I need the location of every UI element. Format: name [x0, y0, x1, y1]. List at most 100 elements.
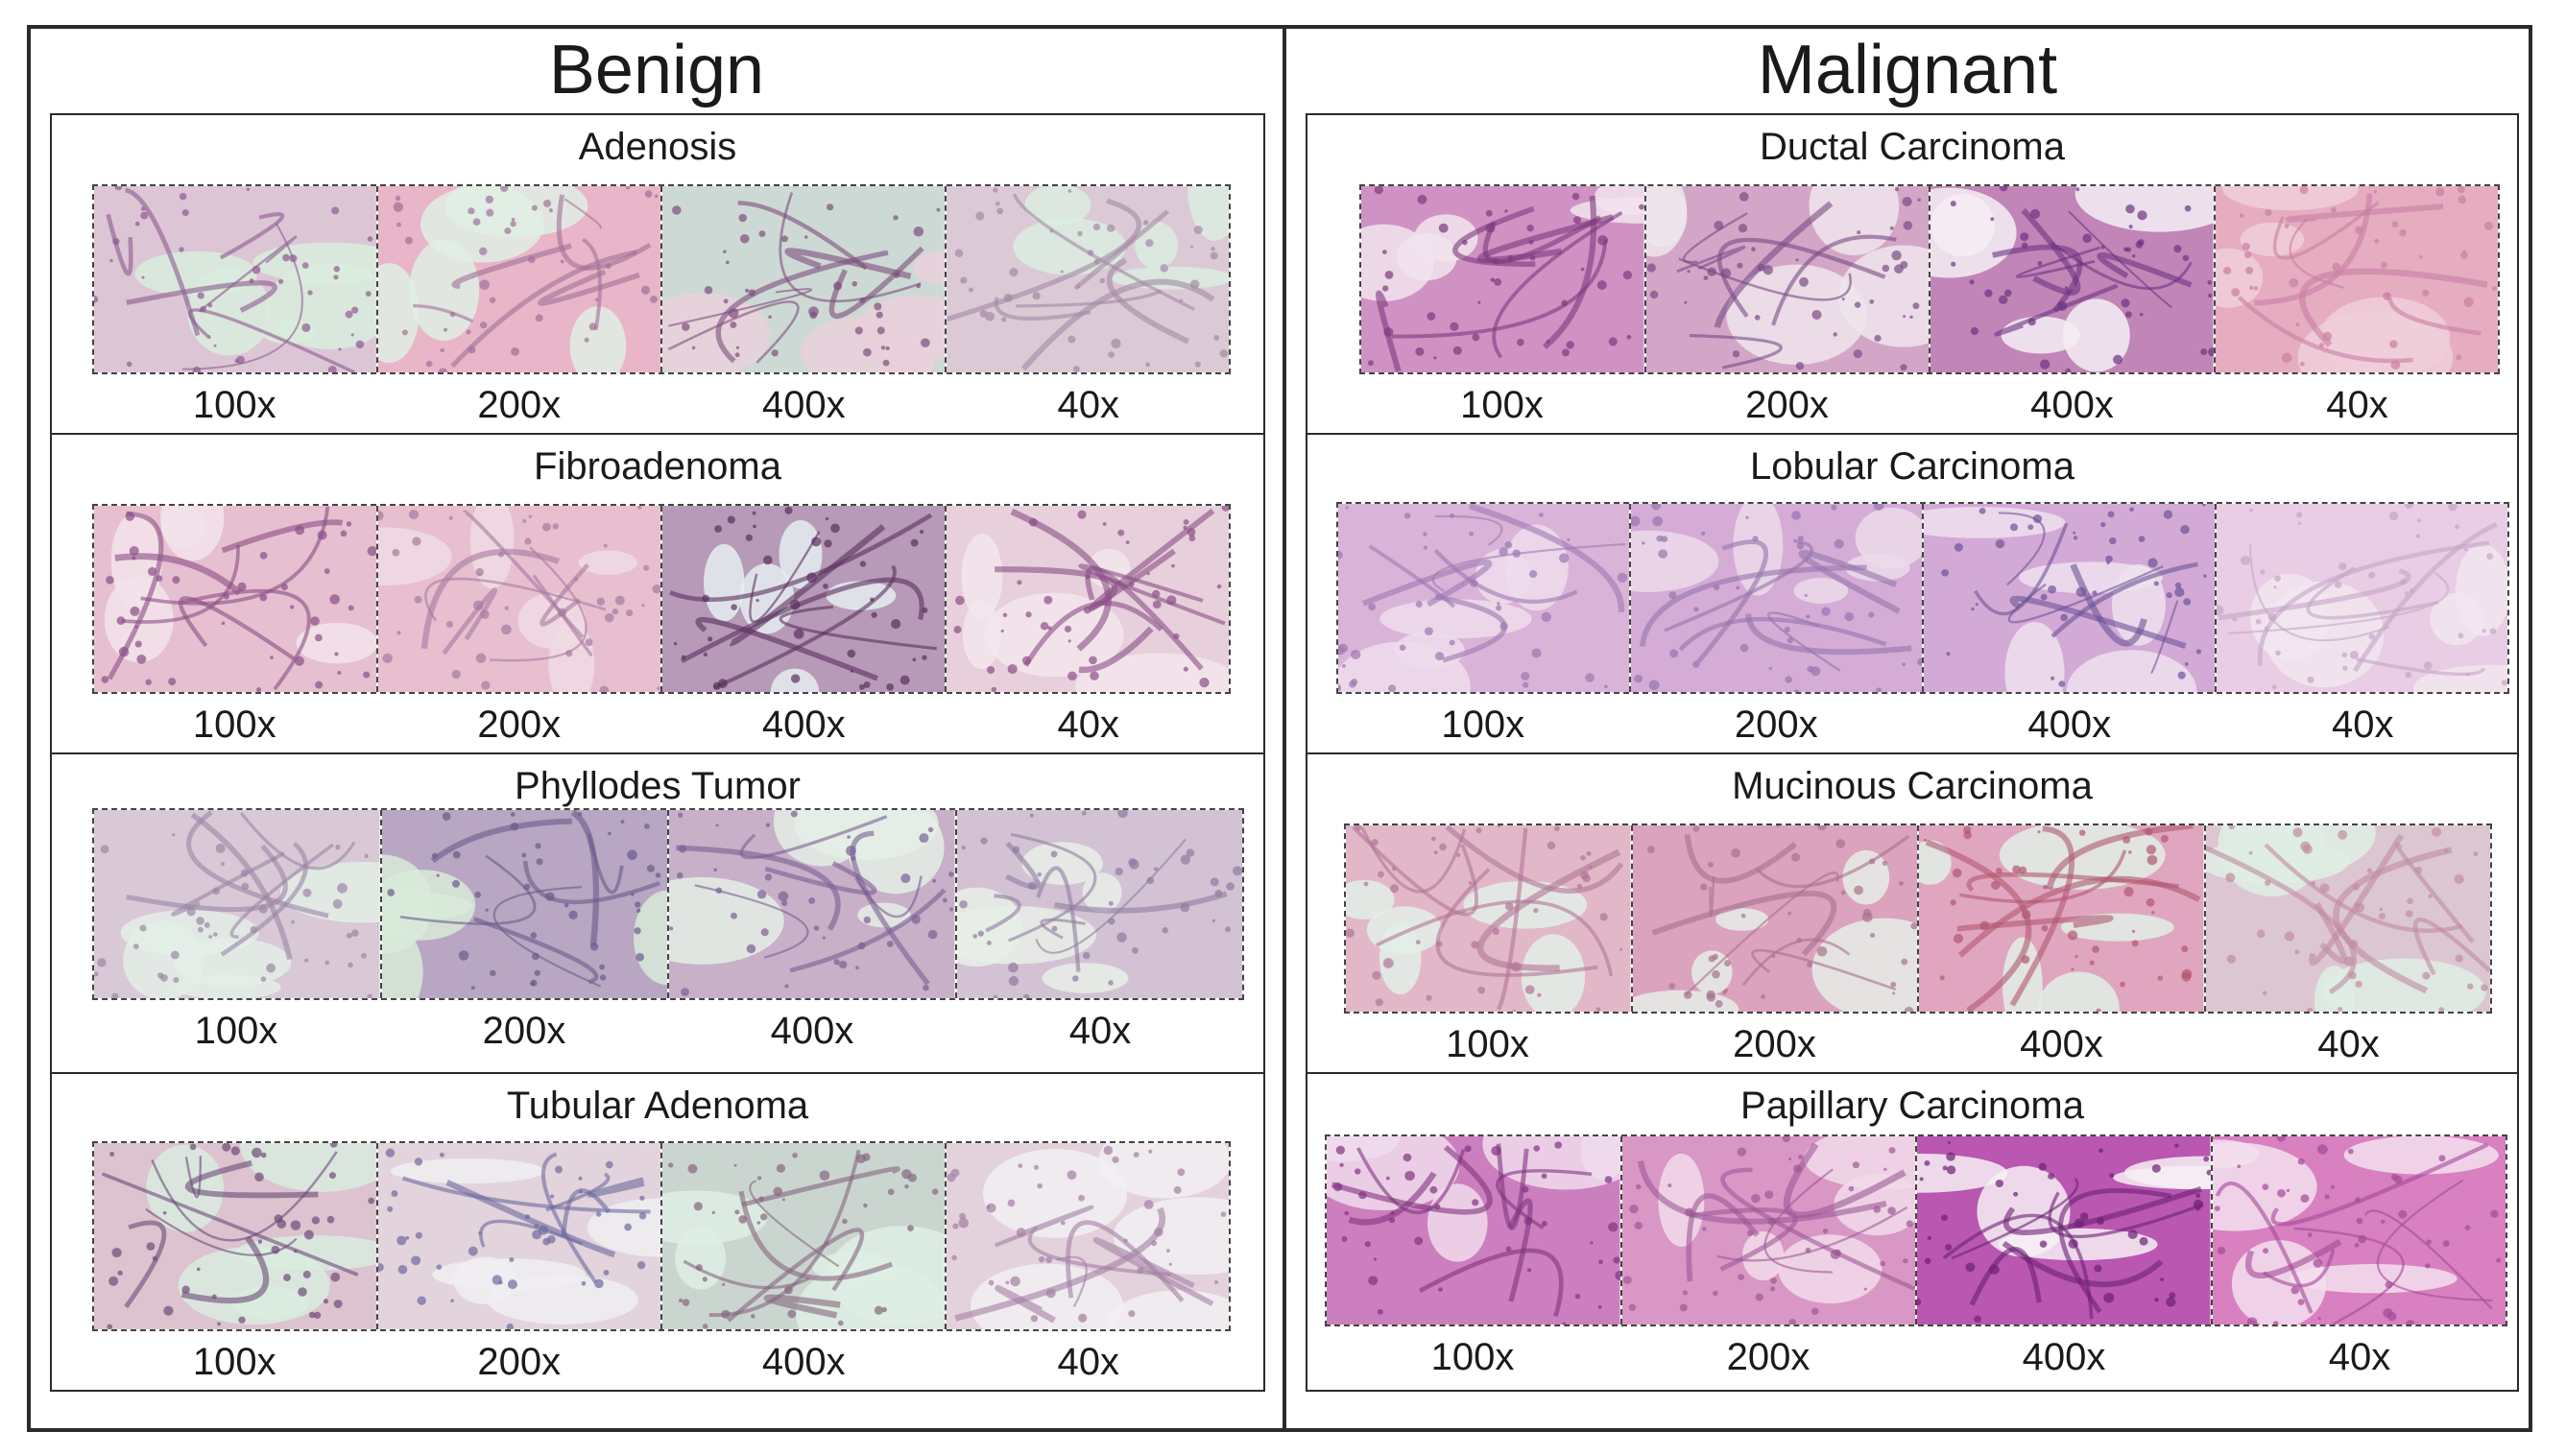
micrograph-phyllodes-tumor-100x — [94, 810, 380, 998]
magnification-label: 400x — [761, 384, 846, 426]
magnification-label: 400x — [2020, 1023, 2103, 1065]
magnification-label: 200x — [477, 1341, 562, 1383]
section-phyllodes-tumor: Phyllodes Tumor 100x 200x 400x 40x — [52, 752, 1263, 1072]
micrograph-mucinous-carcinoma-40x — [2203, 825, 2490, 1012]
micrograph-papillary-carcinoma-100x — [1327, 1136, 1620, 1325]
section-title: Tubular Adenoma — [506, 1085, 809, 1127]
section-title: Mucinous Carcinoma — [1732, 765, 2093, 807]
micrograph-ductal-carcinoma-200x — [1643, 186, 1929, 372]
magnification-label: 40x — [2332, 704, 2394, 746]
magnification-label: 400x — [761, 1341, 846, 1383]
section-mucinous-carcinoma: Mucinous Carcinoma 100x 200x 400x 40x — [1307, 752, 2517, 1072]
column-title-malignant: Malignant — [1757, 32, 2058, 108]
micrograph-lobular-carcinoma-200x — [1629, 504, 1922, 692]
section-ductal-carcinoma: Ductal Carcinoma 100x 200x 400x 40x — [1307, 115, 2517, 435]
magnification-labels: 100x 200x 400x 40x — [1336, 702, 2509, 748]
malignant-panel: Ductal Carcinoma 100x 200x 400x 40x Lobular C… — [1306, 113, 2519, 1392]
section-title: Fibroadenoma — [534, 445, 781, 488]
micrograph-strip — [92, 504, 1231, 694]
figure-frame — [27, 25, 2532, 1432]
magnification-label: 100x — [192, 704, 276, 746]
magnification-label: 100x — [192, 384, 276, 426]
section-title: Papillary Carcinoma — [1740, 1085, 2084, 1127]
section-tubular-adenoma: Tubular Adenoma 100x 200x 400x 40x — [52, 1072, 1263, 1392]
magnification-label: 100x — [194, 1010, 278, 1052]
magnification-label: 40x — [1068, 1010, 1132, 1052]
micrograph-ductal-carcinoma-400x — [1929, 186, 2214, 372]
magnification-label: 40x — [1057, 704, 1120, 746]
micrograph-lobular-carcinoma-400x — [1922, 504, 2215, 692]
micrograph-tubular-adenoma-200x — [376, 1143, 660, 1329]
magnification-label: 200x — [1745, 384, 1829, 426]
micrograph-strip — [1325, 1134, 2507, 1326]
micrograph-fibroadenoma-100x — [94, 506, 376, 692]
micrograph-papillary-carcinoma-400x — [1915, 1136, 2211, 1325]
micrograph-mucinous-carcinoma-400x — [1917, 825, 2204, 1012]
section-papillary-carcinoma: Papillary Carcinoma 100x 200x 400x 40x — [1307, 1072, 2517, 1392]
micrograph-strip — [1344, 823, 2492, 1014]
magnification-label: 400x — [2022, 1336, 2106, 1378]
magnification-label: 100x — [1441, 704, 1525, 746]
magnification-label: 200x — [477, 384, 562, 426]
micrograph-tubular-adenoma-100x — [94, 1143, 376, 1329]
micrograph-ductal-carcinoma-100x — [1361, 186, 1644, 372]
micrograph-lobular-carcinoma-100x — [1338, 504, 1629, 692]
magnification-label: 40x — [2328, 1336, 2391, 1378]
magnification-label: 40x — [2326, 384, 2388, 426]
column-divider — [1283, 25, 1286, 1432]
micrograph-papillary-carcinoma-200x — [1619, 1136, 1915, 1325]
micrograph-mucinous-carcinoma-100x — [1346, 825, 1631, 1012]
section-title: Ductal Carcinoma — [1760, 126, 2065, 168]
magnification-label: 400x — [2030, 384, 2114, 426]
section-title: Adenosis — [578, 126, 737, 168]
micrograph-adenosis-200x — [376, 186, 660, 372]
magnification-label: 100x — [1446, 1023, 1529, 1065]
magnification-label: 100x — [1430, 1336, 1515, 1378]
micrograph-strip — [92, 184, 1231, 374]
magnification-labels: 100x 200x 400x 40x — [1359, 382, 2500, 428]
micrograph-phyllodes-tumor-200x — [379, 810, 667, 998]
magnification-label: 400x — [770, 1010, 854, 1052]
magnification-label: 200x — [477, 704, 562, 746]
section-lobular-carcinoma: Lobular Carcinoma 100x 200x 400x 40x — [1307, 433, 2517, 752]
magnification-labels: 100x 200x 400x 40x — [92, 382, 1231, 428]
magnification-label: 200x — [1733, 1023, 1816, 1065]
micrograph-adenosis-400x — [660, 186, 945, 372]
magnification-labels: 100x 200x 400x 40x — [92, 702, 1231, 748]
magnification-labels: 100x 200x 400x 40x — [92, 1339, 1231, 1385]
micrograph-tubular-adenoma-40x — [945, 1143, 1229, 1329]
magnification-label: 200x — [482, 1010, 566, 1052]
section-title: Phyllodes Tumor — [515, 765, 801, 807]
magnification-labels: 100x 200x 400x 40x — [1344, 1021, 2492, 1067]
micrograph-adenosis-40x — [945, 186, 1229, 372]
micrograph-ductal-carcinoma-40x — [2213, 186, 2498, 372]
section-title: Lobular Carcinoma — [1750, 445, 2074, 488]
micrograph-tubular-adenoma-400x — [660, 1143, 945, 1329]
magnification-labels: 100x 200x 400x 40x — [92, 1008, 1244, 1054]
micrograph-adenosis-100x — [94, 186, 376, 372]
magnification-label: 40x — [1057, 1341, 1120, 1383]
micrograph-phyllodes-tumor-40x — [954, 810, 1242, 998]
magnification-label: 400x — [2027, 704, 2112, 746]
micrograph-fibroadenoma-40x — [945, 506, 1229, 692]
micrograph-fibroadenoma-400x — [660, 506, 945, 692]
micrograph-fibroadenoma-200x — [376, 506, 660, 692]
magnification-label: 200x — [1734, 704, 1818, 746]
section-adenosis: Adenosis 100x 200x 400x 40x — [52, 115, 1263, 435]
benign-panel: Adenosis 100x 200x 400x 40x Fibroadenoma 100x 2… — [50, 113, 1265, 1392]
magnification-label: 400x — [761, 704, 846, 746]
micrograph-mucinous-carcinoma-200x — [1630, 825, 1917, 1012]
magnification-label: 200x — [1726, 1336, 1811, 1378]
magnification-label: 40x — [2317, 1023, 2380, 1065]
section-fibroadenoma: Fibroadenoma 100x 200x 400x 40x — [52, 433, 1263, 752]
micrograph-papillary-carcinoma-40x — [2210, 1136, 2506, 1325]
magnification-label: 100x — [1460, 384, 1544, 426]
micrograph-strip — [92, 1141, 1231, 1331]
micrograph-strip — [92, 808, 1244, 1000]
magnification-labels: 100x 200x 400x 40x — [1325, 1334, 2507, 1380]
micrograph-strip — [1336, 502, 2509, 694]
micrograph-lobular-carcinoma-40x — [2215, 504, 2507, 692]
magnification-label: 100x — [192, 1341, 276, 1383]
micrograph-strip — [1359, 184, 2500, 374]
column-title-benign: Benign — [548, 32, 765, 108]
